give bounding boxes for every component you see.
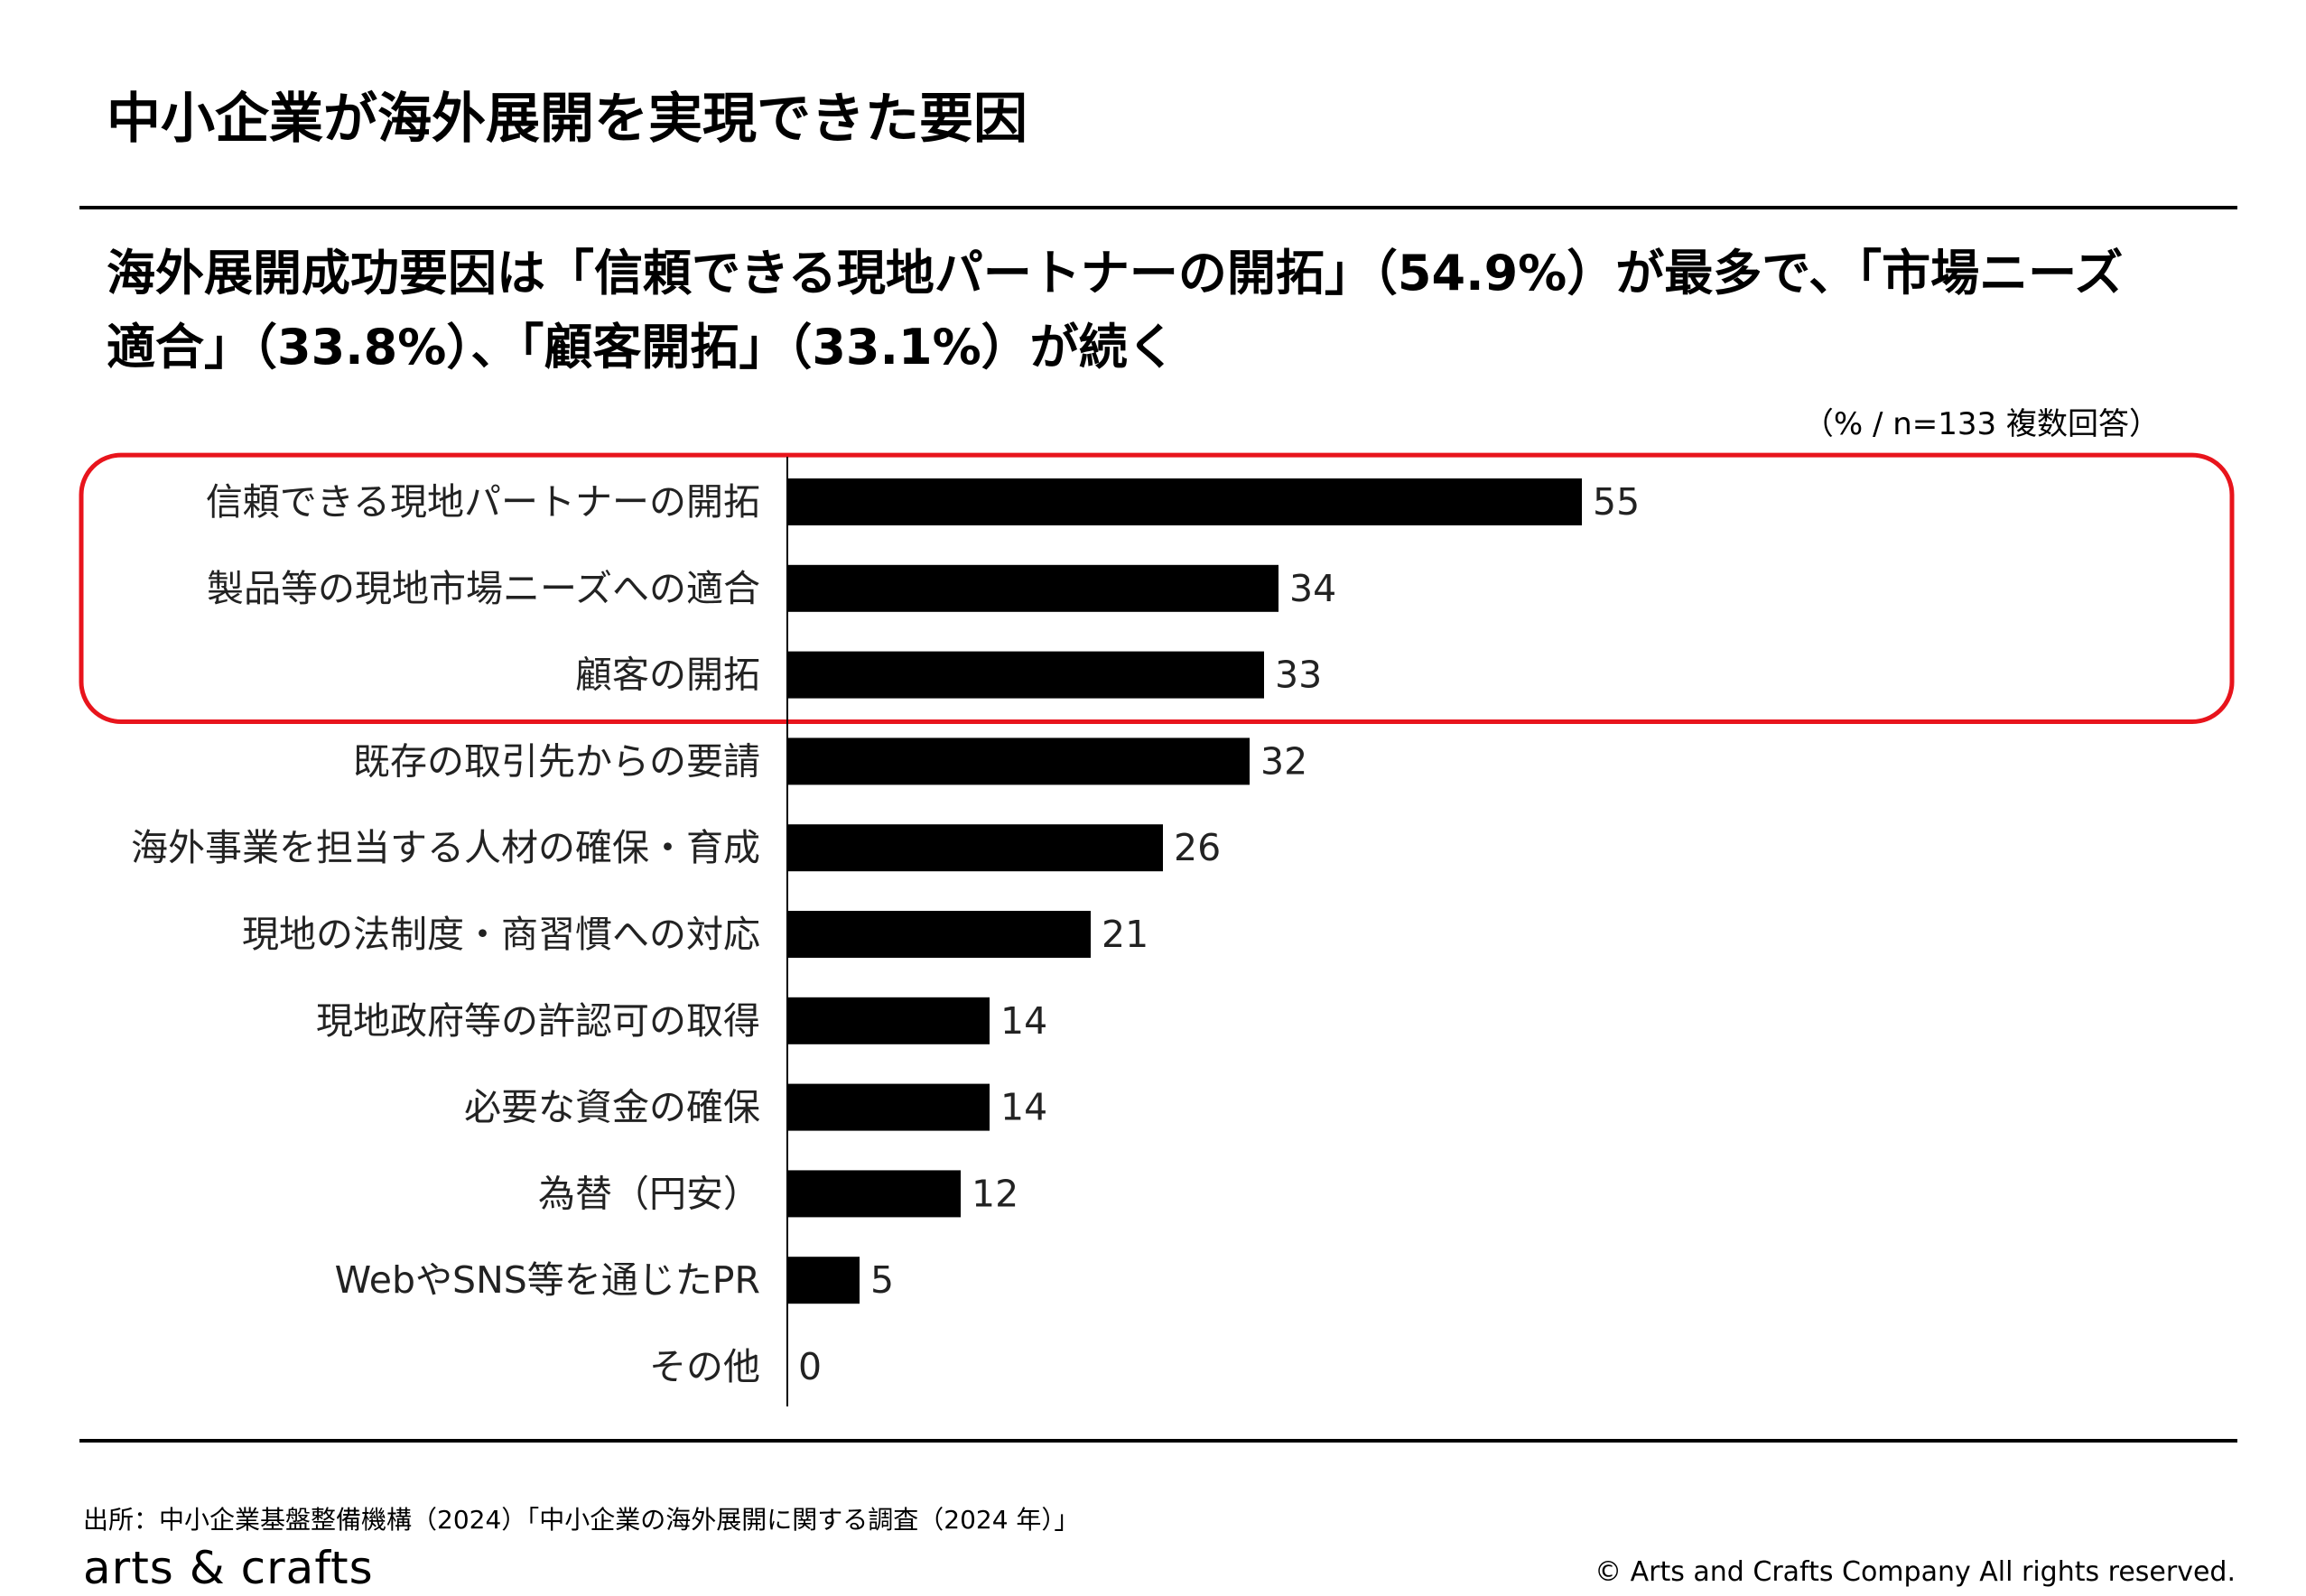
page-title: 中小企業が海外展開を実現できた要因 <box>107 88 1027 151</box>
category-label-5: 現地の法制度・商習慣への対応 <box>242 913 760 956</box>
bar-0 <box>787 478 1582 525</box>
bar-1 <box>787 564 1279 612</box>
bar-3 <box>787 738 1250 785</box>
data-label-1: 34 <box>1289 567 1336 610</box>
data-label-5: 21 <box>1102 913 1148 956</box>
headline: 海外展開成功要因は「信頼できる現地パートナーの開拓」（54.9%）が最多で、「市… <box>107 237 2237 385</box>
top-divider <box>79 206 2237 209</box>
data-label-6: 14 <box>1000 999 1047 1043</box>
category-label-10: その他 <box>649 1345 760 1388</box>
unit-note: （% / n=133 複数回答） <box>1802 406 2160 442</box>
logo: arts & crafts <box>83 1542 374 1594</box>
headline-line-2: 適合」（33.8%）、「顧客開拓」（33.1%）が続く <box>107 319 1176 376</box>
bar-7 <box>787 1083 990 1131</box>
data-label-0: 55 <box>1593 480 1640 524</box>
highlight-box <box>79 452 2235 724</box>
bar-6 <box>787 997 990 1044</box>
copyright: © Arts and Crafts Company All rights res… <box>1595 1556 2236 1588</box>
category-label-7: 必要な資金の確保 <box>464 1086 760 1129</box>
bar-8 <box>787 1170 961 1218</box>
data-label-8: 12 <box>972 1172 1018 1215</box>
bar-9 <box>787 1257 860 1304</box>
source-note: 出所：中小企業基盤整備機構（2024）「中小企業の海外展開に関する調査（2024… <box>83 1505 1080 1535</box>
category-label-4: 海外事業を担当する人材の確保・育成 <box>131 826 760 869</box>
bar-4 <box>787 824 1163 872</box>
bar-2 <box>787 651 1264 699</box>
data-label-3: 32 <box>1260 739 1307 783</box>
data-label-4: 26 <box>1174 826 1221 869</box>
category-label-2: 顧客の開拓 <box>575 654 760 697</box>
bar-5 <box>787 911 1091 958</box>
data-label-2: 33 <box>1275 654 1322 697</box>
category-label-9: WebやSNS等を通じたPR <box>335 1258 760 1302</box>
category-label-0: 信頼できる現地パートナーの開拓 <box>206 480 760 524</box>
category-label-1: 製品等の現地市場ニーズへの適合 <box>207 567 760 610</box>
category-label-6: 現地政府等の許認可の取得 <box>316 999 760 1043</box>
data-label-7: 14 <box>1000 1086 1047 1129</box>
data-label-9: 5 <box>870 1258 894 1302</box>
data-label-10: 0 <box>798 1345 822 1388</box>
headline-line-1: 海外展開成功要因は「信頼できる現地パートナーの開拓」（54.9%）が最多で、「市… <box>107 245 2124 302</box>
bottom-divider <box>79 1439 2237 1443</box>
category-label-8: 為替（円安） <box>538 1172 760 1215</box>
category-label-3: 既存の取引先からの要請 <box>353 739 760 783</box>
bar-chart: 信頼できる現地パートナーの開拓 55 製品等の現地市場ニーズへの適合 34 顧客の開拓 3… <box>79 452 2235 1406</box>
